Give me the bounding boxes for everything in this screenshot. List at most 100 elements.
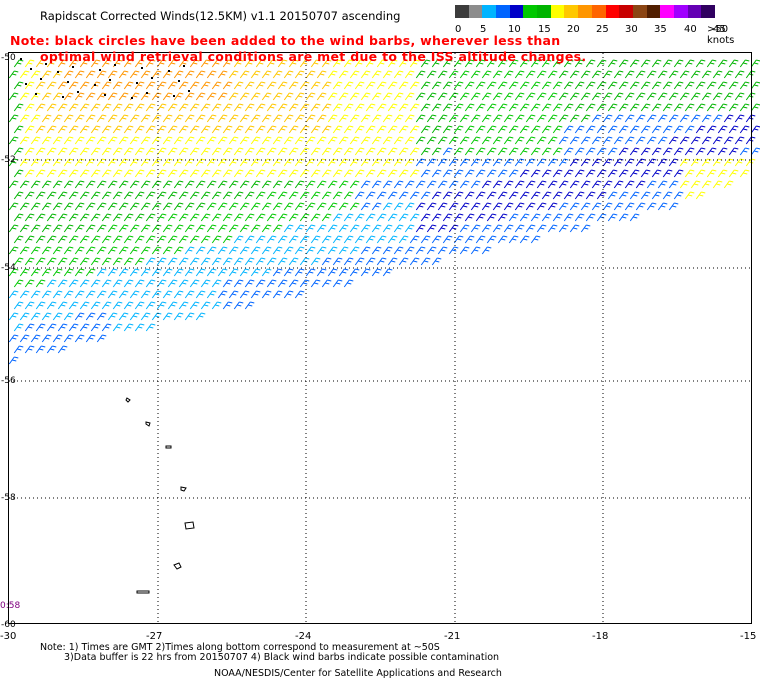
- wind-barb: [118, 246, 129, 255]
- wind-barb: [481, 114, 492, 123]
- wind-barb: [255, 169, 266, 178]
- wind-barb: [145, 235, 156, 244]
- wind-barb: [332, 59, 343, 68]
- wind-barb: [13, 169, 24, 178]
- wind-barb: [739, 59, 750, 68]
- wind-barb: [211, 59, 222, 68]
- wind-barb: [305, 136, 316, 145]
- wind-barb: [629, 147, 640, 156]
- wind-barb: [734, 158, 745, 167]
- wind-barb: [393, 224, 404, 233]
- wind-barb: [508, 125, 519, 134]
- wind-barb: [195, 114, 206, 123]
- wind-barb: [90, 147, 101, 156]
- wind-barb: [13, 213, 24, 222]
- wind-barb: [101, 81, 112, 90]
- wind-barb: [24, 235, 35, 244]
- wind-barb: [470, 114, 481, 123]
- wind-barb: [387, 169, 398, 178]
- wind-barb: [332, 235, 343, 244]
- wind-barb: [277, 147, 288, 156]
- colorbar-swatch: [660, 5, 675, 18]
- wind-barb: [563, 213, 574, 222]
- wind-barb: [277, 103, 288, 112]
- wind-barb: [184, 224, 195, 233]
- wind-barb: [310, 169, 321, 178]
- wind-barb: [481, 224, 492, 233]
- wind-barb: [85, 70, 96, 79]
- wind-barb: [134, 301, 145, 310]
- wind-barb: [206, 268, 217, 277]
- wind-barb: [442, 103, 453, 112]
- wind-barb: [338, 202, 349, 211]
- wind-barb: [41, 70, 52, 79]
- wind-barb: [178, 169, 189, 178]
- wind-barb: [151, 180, 162, 189]
- wind-barb: [679, 136, 690, 145]
- wind-barb: [288, 59, 299, 68]
- wind-barb: [46, 147, 57, 156]
- wind-barb: [13, 103, 24, 112]
- wind-barb: [530, 235, 541, 244]
- wind-barb: [134, 81, 145, 90]
- wind-barb: [200, 257, 211, 266]
- wind-barb: [453, 147, 464, 156]
- wind-barb: [211, 235, 222, 244]
- wind-barb: [85, 180, 96, 189]
- wind-barb: [563, 103, 574, 112]
- wind-barb: [24, 257, 35, 266]
- wind-barb: [222, 103, 233, 112]
- wind-barb: [266, 103, 277, 112]
- wind-barb: [349, 180, 360, 189]
- wind-barb: [277, 213, 288, 222]
- wind-barb: [35, 103, 46, 112]
- wind-barb: [684, 59, 695, 68]
- wind-barb: [508, 213, 519, 222]
- wind-barb: [63, 136, 74, 145]
- wind-barb: [646, 114, 657, 123]
- wind-barb: [255, 81, 266, 90]
- wind-barb: [167, 257, 178, 266]
- wind-barb: [316, 224, 327, 233]
- wind-barb: [728, 81, 739, 90]
- wind-barb: [569, 70, 580, 79]
- wind-barb: [437, 92, 448, 101]
- wind-barb: [690, 70, 701, 79]
- wind-barb: [393, 136, 404, 145]
- contamination-marker: [72, 66, 74, 68]
- wind-barb: [640, 59, 651, 68]
- wind-barb: [156, 169, 167, 178]
- island-outlines: [125, 397, 195, 594]
- wind-barb: [101, 213, 112, 222]
- wind-barb: [536, 136, 547, 145]
- wind-barb: [266, 213, 277, 222]
- wind-barb: [607, 191, 618, 200]
- wind-barb: [745, 114, 756, 123]
- wind-barb: [200, 169, 211, 178]
- wind-barb: [508, 59, 519, 68]
- wind-barb: [162, 158, 173, 167]
- wind-barb: [189, 169, 200, 178]
- wind-barb: [580, 180, 591, 189]
- wind-barb: [321, 257, 332, 266]
- wind-barb: [244, 213, 255, 222]
- wind-barb: [618, 59, 629, 68]
- wind-barb: [415, 224, 426, 233]
- wind-barb: [24, 81, 35, 90]
- colorbar-label: 30: [625, 24, 638, 35]
- wind-barb: [68, 147, 79, 156]
- wind-barb: [398, 213, 409, 222]
- wind-barb: [415, 202, 426, 211]
- wind-barb: [536, 224, 547, 233]
- wind-barb: [376, 59, 387, 68]
- wind-barb: [360, 136, 371, 145]
- wind-barb: [602, 114, 613, 123]
- wind-barb: [90, 235, 101, 244]
- wind-barb: [85, 224, 96, 233]
- wind-barb: [134, 169, 145, 178]
- wind-barb: [569, 202, 580, 211]
- wind-barb: [585, 213, 596, 222]
- wind-barb: [294, 246, 305, 255]
- wind-barb: [239, 114, 250, 123]
- wind-barb: [222, 191, 233, 200]
